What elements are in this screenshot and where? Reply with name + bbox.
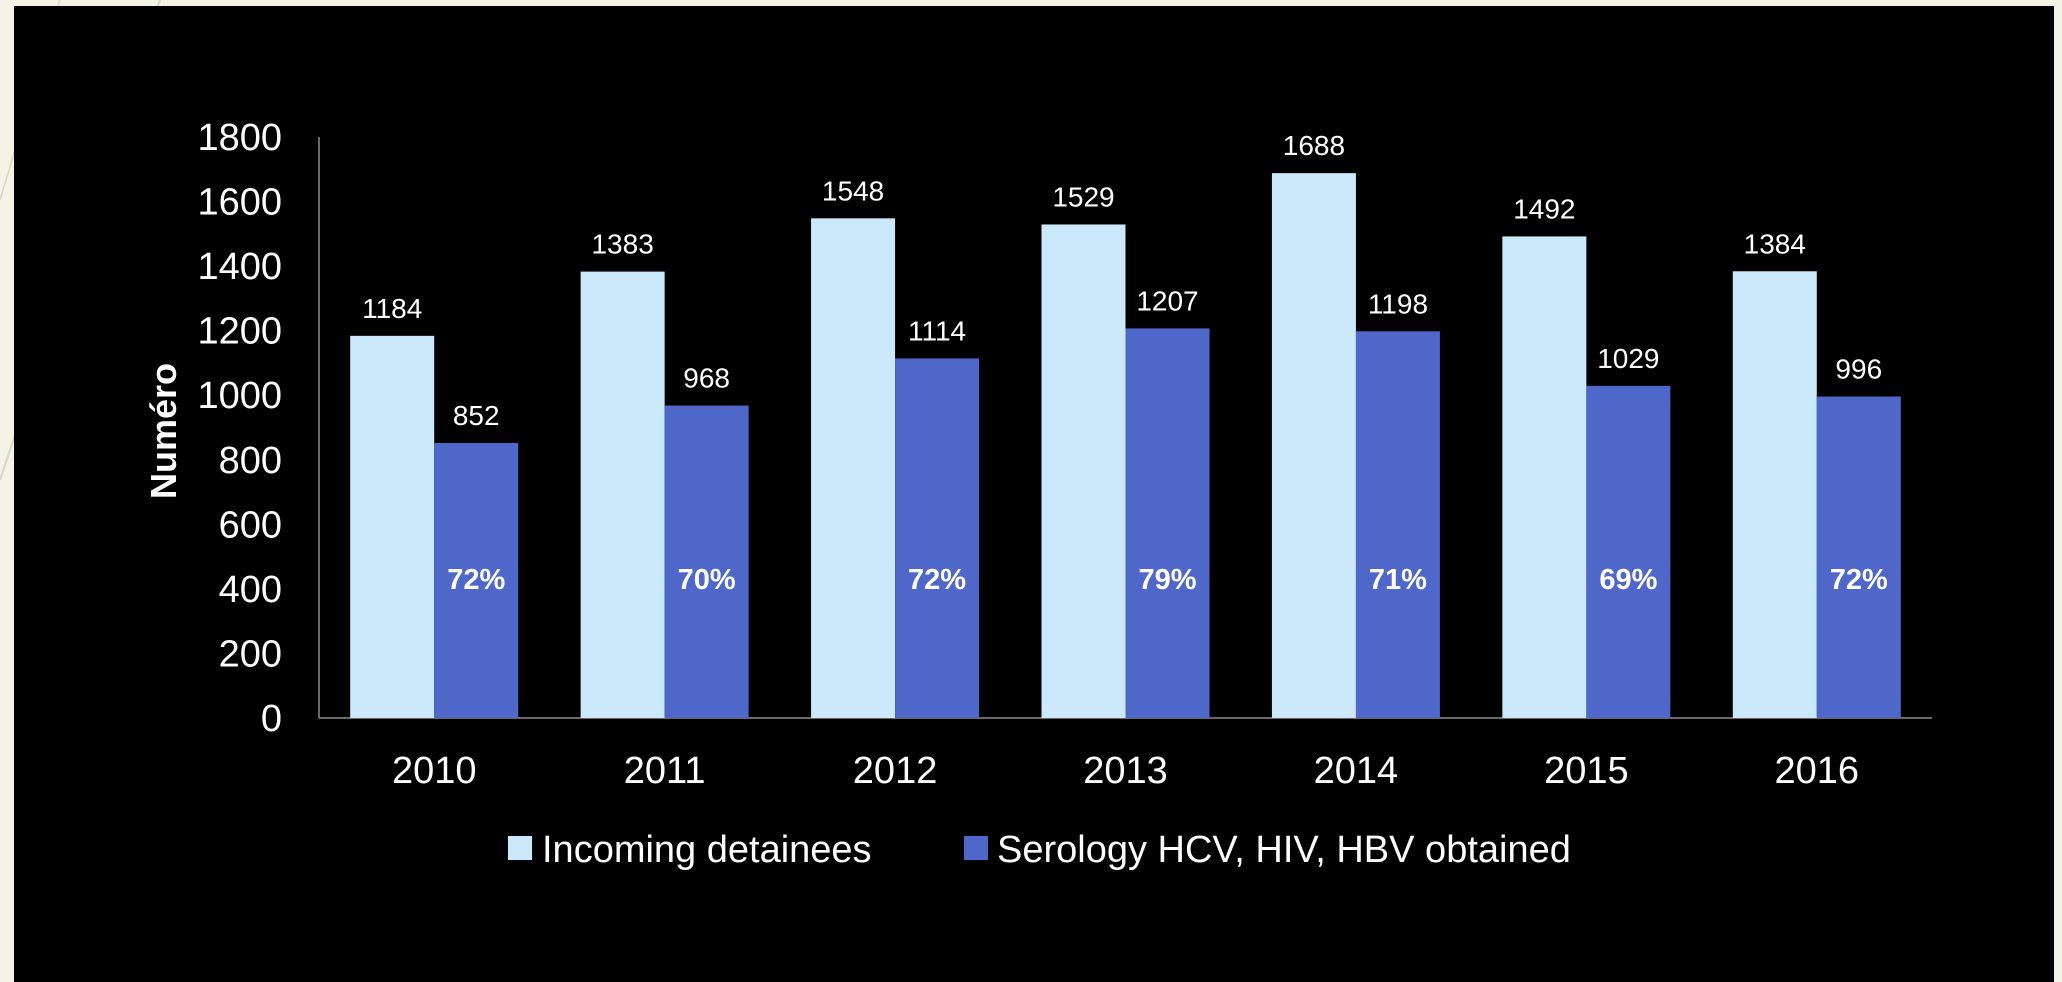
- x-tick-label: 2016: [1775, 750, 1860, 792]
- legend-label-incoming: Incoming detainees: [542, 829, 872, 871]
- bar-serology-obtained: [1355, 331, 1440, 718]
- bar-incoming-detainees: [580, 271, 665, 718]
- y-axis: 0 200 400 600 800 1000 1200 1400 1600 1800: [197, 117, 320, 740]
- y-tick-label: 400: [219, 569, 282, 611]
- y-tick-label: 1000: [197, 375, 282, 417]
- y-tick-label: 200: [219, 633, 282, 675]
- y-tick-label: 600: [219, 504, 282, 546]
- data-label: 996: [1835, 354, 1882, 385]
- y-tick-label: 1400: [197, 246, 282, 288]
- data-label: 1548: [822, 175, 884, 206]
- data-labels: 1184 852 72% 1383 968 70% 1548 1114 72% 1529 1207 7…: [362, 130, 1888, 596]
- bar-incoming-detainees: [1271, 173, 1356, 718]
- bar-serology-obtained: [1586, 385, 1671, 718]
- data-label: 1384: [1744, 228, 1806, 259]
- data-label: 1688: [1283, 130, 1345, 161]
- data-label: 1492: [1513, 193, 1575, 224]
- percentage-label: 72%: [908, 564, 966, 596]
- legend-swatch-incoming: [508, 836, 532, 860]
- bar-incoming-detainees: [1502, 236, 1587, 718]
- bar-incoming-detainees: [350, 335, 435, 718]
- data-label: 1029: [1597, 343, 1659, 374]
- data-label: 852: [453, 400, 500, 431]
- data-label: 1383: [591, 229, 653, 260]
- bars: [350, 173, 1901, 718]
- bar-serology-obtained: [895, 358, 980, 718]
- x-tick-label: 2010: [392, 750, 477, 792]
- percentage-label: 70%: [678, 564, 736, 596]
- bar-incoming-detainees: [1732, 271, 1817, 718]
- bar-serology-obtained: [1816, 396, 1901, 718]
- x-tick-label: 2013: [1083, 750, 1168, 792]
- y-axis-label: Numéro: [143, 363, 184, 499]
- bar-serology-obtained: [664, 405, 749, 718]
- percentage-label: 69%: [1599, 564, 1657, 596]
- y-tick-label: 1200: [197, 311, 282, 353]
- y-tick-label: 0: [261, 698, 282, 740]
- data-label: 1184: [362, 293, 422, 324]
- legend: Incoming detainees Serology HCV, HIV, HB…: [508, 829, 1571, 871]
- percentage-label: 72%: [447, 564, 505, 596]
- bar-incoming-detainees: [811, 218, 896, 718]
- bar-incoming-detainees: [1041, 224, 1126, 718]
- y-tick-label: 1600: [197, 182, 282, 224]
- data-label: 1114: [908, 315, 966, 346]
- data-label: 1198: [1368, 288, 1428, 319]
- bar-serology-obtained: [1125, 328, 1210, 718]
- data-label: 1529: [1052, 181, 1114, 212]
- legend-swatch-serology: [964, 836, 988, 860]
- x-axis: 2010 2011 2012 2013 2014 2015 2016: [319, 717, 1932, 792]
- percentage-label: 72%: [1830, 564, 1888, 596]
- percentage-label: 71%: [1369, 564, 1427, 596]
- y-tick-label: 800: [219, 440, 282, 482]
- x-tick-label: 2011: [624, 750, 706, 792]
- legend-label-serology: Serology HCV, HIV, HBV obtained: [997, 829, 1571, 871]
- data-label: 968: [683, 363, 730, 394]
- bar-serology-obtained: [434, 442, 519, 718]
- percentage-label: 79%: [1138, 564, 1196, 596]
- data-label: 1207: [1136, 285, 1198, 316]
- y-tick-label: 1800: [197, 117, 282, 159]
- x-tick-label: 2012: [853, 750, 938, 792]
- x-tick-label: 2015: [1544, 750, 1629, 792]
- x-tick-label: 2014: [1314, 750, 1399, 792]
- chart-panel: 0 200 400 600 800 1000 1200 1400 1600 1800 2010 20…: [14, 6, 2054, 982]
